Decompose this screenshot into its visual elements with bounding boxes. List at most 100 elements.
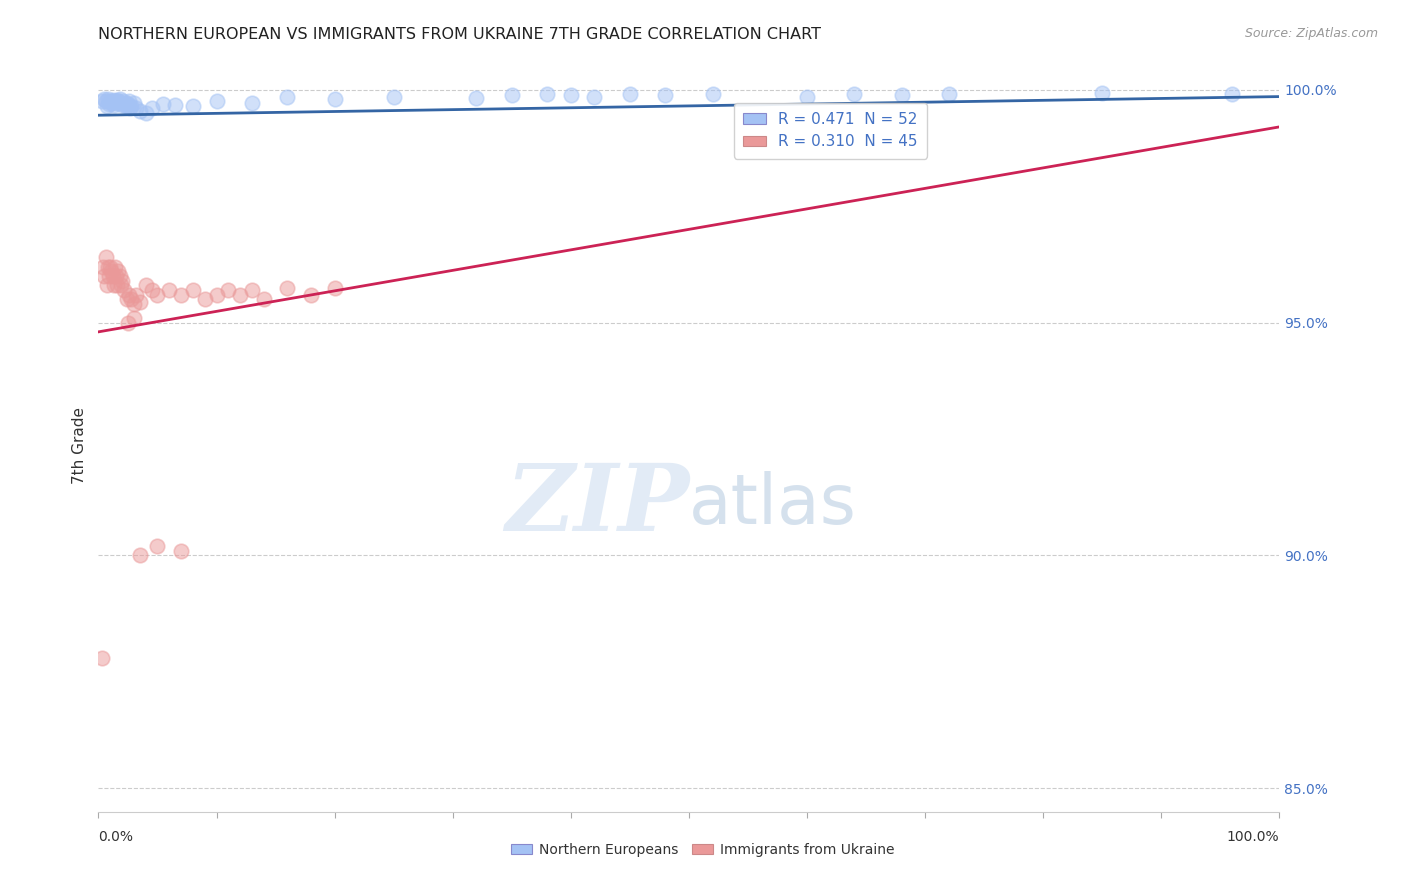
Point [118, 287, 141, 301]
Text: 0.0%: 0.0% [98, 830, 134, 845]
Point [100, 264, 122, 278]
Point [240, 95, 263, 110]
Point [94, 250, 117, 264]
Point [104, 260, 127, 274]
Text: atlas: atlas [689, 471, 856, 538]
Point [100, 95, 122, 110]
Point [118, 95, 141, 109]
Point [105, 93, 128, 107]
Point [96, 99, 118, 113]
Legend: Northern Europeans, Immigrants from Ukraine: Northern Europeans, Immigrants from Ukra… [506, 838, 900, 863]
Point [117, 316, 139, 330]
Point [240, 283, 263, 297]
Point [122, 310, 145, 325]
Point [103, 97, 125, 112]
Point [382, 89, 405, 103]
Point [114, 99, 136, 113]
Point [101, 93, 124, 107]
Point [181, 99, 204, 113]
Point [111, 97, 134, 112]
Point [107, 264, 129, 278]
Point [128, 549, 150, 563]
Point [299, 287, 322, 301]
Text: Source: ZipAtlas.com: Source: ZipAtlas.com [1244, 27, 1378, 40]
Point [108, 92, 131, 106]
Point [1220, 87, 1243, 102]
Point [323, 280, 346, 294]
Point [98, 260, 121, 274]
Point [125, 287, 148, 301]
Point [98, 96, 121, 111]
Point [128, 294, 150, 309]
Point [170, 287, 193, 301]
Point [112, 283, 135, 297]
Point [170, 544, 193, 558]
Point [157, 283, 180, 297]
Point [93, 268, 115, 283]
Point [229, 287, 252, 301]
Point [110, 95, 132, 110]
Point [112, 95, 135, 109]
Point [796, 89, 818, 103]
Point [105, 268, 128, 283]
Point [276, 280, 298, 294]
Point [120, 101, 142, 115]
Y-axis label: 7th Grade: 7th Grade [72, 408, 87, 484]
Point [654, 88, 676, 103]
Point [152, 96, 174, 111]
Point [121, 292, 143, 306]
Point [253, 292, 276, 306]
Point [890, 88, 912, 103]
Point [115, 95, 138, 110]
Point [146, 539, 169, 553]
Point [135, 106, 157, 120]
Point [194, 292, 217, 306]
Point [104, 95, 127, 109]
Point [465, 91, 488, 105]
Point [323, 92, 346, 106]
Point [98, 268, 121, 283]
Point [108, 268, 131, 283]
Point [583, 89, 606, 103]
Point [125, 101, 148, 115]
Point [276, 89, 298, 103]
Point [117, 97, 139, 112]
Point [205, 95, 228, 109]
Point [112, 96, 135, 111]
Point [844, 87, 866, 102]
Text: 100.0%: 100.0% [1227, 830, 1279, 845]
Point [105, 95, 128, 110]
Point [619, 87, 641, 102]
Text: NORTHERN EUROPEAN VS IMMIGRANTS FROM UKRAINE 7TH GRADE CORRELATION CHART: NORTHERN EUROPEAN VS IMMIGRANTS FROM UKR… [98, 27, 821, 42]
Point [938, 87, 960, 102]
Point [1091, 87, 1114, 101]
Point [501, 88, 523, 103]
Point [141, 101, 163, 115]
Point [122, 297, 145, 311]
Point [121, 99, 143, 113]
Point [135, 278, 157, 293]
Point [181, 283, 204, 297]
Point [91, 260, 114, 274]
Legend: R = 0.471  N = 52, R = 0.310  N = 45: R = 0.471 N = 52, R = 0.310 N = 45 [734, 103, 927, 159]
Text: ZIP: ZIP [505, 459, 689, 549]
Point [122, 95, 145, 110]
Point [146, 287, 169, 301]
Point [97, 260, 120, 274]
Point [115, 292, 138, 306]
Point [91, 651, 114, 665]
Point [110, 278, 132, 293]
Point [536, 87, 558, 102]
Point [128, 103, 150, 118]
Point [91, 95, 114, 109]
Point [560, 88, 582, 103]
Point [107, 95, 129, 109]
Point [93, 92, 115, 106]
Point [111, 274, 134, 288]
Point [141, 283, 163, 297]
Point [96, 278, 118, 293]
Point [702, 87, 724, 102]
Point [217, 283, 239, 297]
Point [98, 95, 121, 109]
Point [94, 95, 117, 109]
